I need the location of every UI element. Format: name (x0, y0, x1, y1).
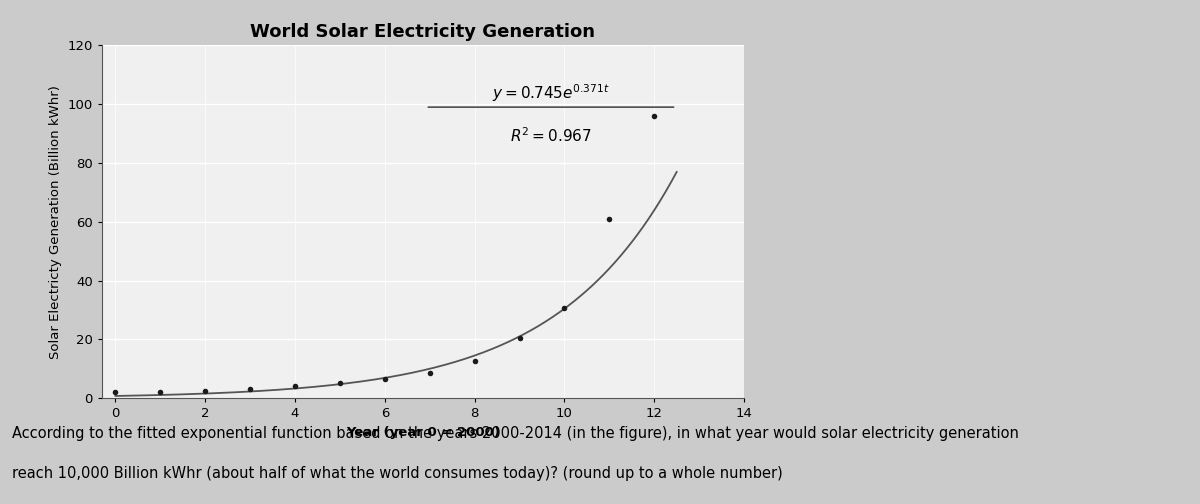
Text: reach 10,000 Billion kWhr (about half of what the world consumes today)? (round : reach 10,000 Billion kWhr (about half of… (12, 466, 782, 481)
Point (420, 369, 439, 377)
Y-axis label: Solar Electricty Generation (Billion kWhr): Solar Electricty Generation (Billion kWh… (49, 85, 62, 359)
Point (151, 388, 170, 396)
Point (286, 382, 305, 390)
Point (196, 387, 215, 395)
Point (600, 215, 619, 223)
Point (106, 388, 125, 396)
Title: World Solar Electricity Generation: World Solar Electricity Generation (251, 23, 595, 41)
Point (240, 385, 259, 393)
X-axis label: Year (year 0 = 2000): Year (year 0 = 2000) (346, 426, 500, 439)
Text: According to the fitted exponential function based on the years 2000-2014 (in th: According to the fitted exponential func… (12, 426, 1019, 441)
Point (466, 357, 485, 365)
Point (376, 375, 395, 383)
Point (510, 334, 529, 342)
Text: $y = 0.745e^{0.371t}$: $y = 0.745e^{0.371t}$ (492, 83, 610, 104)
Text: $R^2 = 0.967$: $R^2 = 0.967$ (510, 127, 592, 145)
Point (330, 380, 349, 388)
Point (644, 112, 664, 120)
Point (554, 304, 574, 312)
